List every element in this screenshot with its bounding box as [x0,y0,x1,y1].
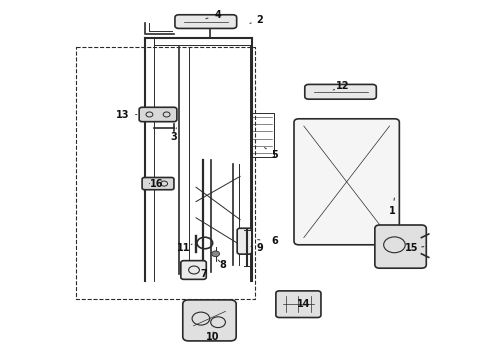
FancyBboxPatch shape [139,107,177,122]
FancyBboxPatch shape [294,119,399,245]
FancyBboxPatch shape [181,261,206,279]
FancyBboxPatch shape [375,225,426,268]
Text: 12: 12 [336,81,350,91]
Text: 11: 11 [177,243,191,253]
FancyBboxPatch shape [276,291,321,318]
Text: 15: 15 [405,243,418,253]
Text: 14: 14 [297,299,311,309]
Text: 16: 16 [150,179,164,189]
Text: 5: 5 [271,150,278,160]
Text: 9: 9 [256,243,263,253]
Circle shape [212,251,220,257]
FancyBboxPatch shape [175,15,237,28]
Text: 7: 7 [200,269,207,279]
Text: 4: 4 [215,10,221,20]
FancyBboxPatch shape [305,84,376,99]
Text: 6: 6 [271,236,278,246]
FancyBboxPatch shape [237,228,252,254]
FancyBboxPatch shape [142,177,174,190]
Text: 1: 1 [389,206,395,216]
FancyBboxPatch shape [183,300,236,341]
Text: 2: 2 [256,15,263,25]
Text: 8: 8 [220,260,226,270]
Text: 10: 10 [206,332,220,342]
Text: 13: 13 [116,110,129,120]
Text: 3: 3 [171,132,177,142]
